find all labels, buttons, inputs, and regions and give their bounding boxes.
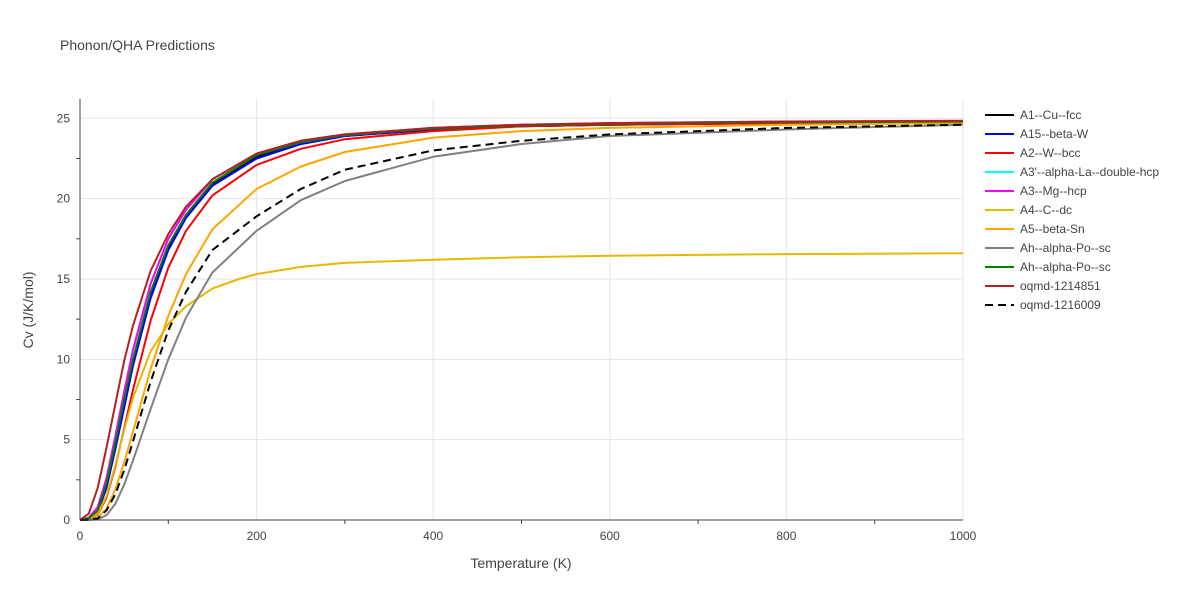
x-tick-label: 200: [247, 529, 267, 543]
legend-item[interactable]: oqmd-1216009: [985, 298, 1101, 312]
legend-label: Ah--alpha-Po--sc: [1020, 241, 1111, 255]
series-lines: [79, 119, 964, 521]
series-line: [79, 120, 964, 521]
legend-label: A4--C--dc: [1020, 203, 1072, 217]
series-line: [79, 120, 963, 521]
legend-label: A1--Cu--fcc: [1020, 108, 1081, 122]
legend-label: A15--beta-W: [1020, 127, 1089, 141]
y-tick-label: 25: [57, 111, 71, 125]
x-tick-label: 800: [776, 529, 796, 543]
legend-label: A5--beta-Sn: [1020, 222, 1085, 236]
legend-item[interactable]: A1--Cu--fcc: [985, 108, 1081, 122]
series-line: [79, 120, 964, 521]
legend-item[interactable]: A15--beta-W: [985, 127, 1089, 141]
chart-title: Phonon/QHA Predictions: [60, 37, 215, 53]
legend-item[interactable]: A3'--alpha-La--double-hcp: [985, 165, 1159, 179]
legend-label: A2--W--bcc: [1020, 146, 1080, 160]
axes: 0 200 400 600 800 1000 0 5 10 15 20 25: [57, 99, 977, 543]
x-axis-title: Temperature (K): [470, 555, 571, 571]
legend-label: oqmd-1216009: [1020, 298, 1101, 312]
y-tick-label: 20: [57, 192, 71, 206]
y-tick-label: 15: [57, 272, 71, 286]
legend-item[interactable]: Ah--alpha-Po--sc: [985, 241, 1111, 255]
x-tick-label: 1000: [950, 529, 977, 543]
x-tick-label: 600: [600, 529, 620, 543]
series-line: [80, 123, 964, 521]
legend-label: Ah--alpha-Po--sc: [1020, 260, 1111, 274]
y-tick-label: 0: [63, 513, 70, 527]
series-line: [79, 120, 964, 521]
legend-item[interactable]: A2--W--bcc: [985, 146, 1080, 160]
y-tick-label: 5: [63, 433, 70, 447]
series-line: [79, 119, 964, 521]
x-tick-label: 0: [77, 529, 84, 543]
series-line: [79, 120, 964, 521]
legend-item[interactable]: Ah--alpha-Po--sc: [985, 260, 1111, 274]
legend-item[interactable]: A5--beta-Sn: [985, 222, 1085, 236]
legend-item[interactable]: A3--Mg--hcp: [985, 184, 1087, 198]
series-line: [79, 123, 964, 521]
series-line: [79, 120, 963, 521]
y-axis-title: Cv (J/K/mol): [20, 272, 36, 349]
series-line: [79, 252, 964, 521]
y-tick-label: 10: [57, 352, 71, 366]
legend-label: A3--Mg--hcp: [1020, 184, 1087, 198]
legend-item[interactable]: oqmd-1214851: [985, 279, 1101, 293]
gridlines: [80, 99, 964, 520]
x-tick-label: 400: [423, 529, 443, 543]
legend-item[interactable]: A4--C--dc: [985, 203, 1072, 217]
legend-label: oqmd-1214851: [1020, 279, 1101, 293]
legend-label: A3'--alpha-La--double-hcp: [1020, 165, 1159, 179]
legend[interactable]: A1--Cu--fcc A15--beta-W A2--W--bcc A3'--alp…: [985, 108, 1159, 312]
